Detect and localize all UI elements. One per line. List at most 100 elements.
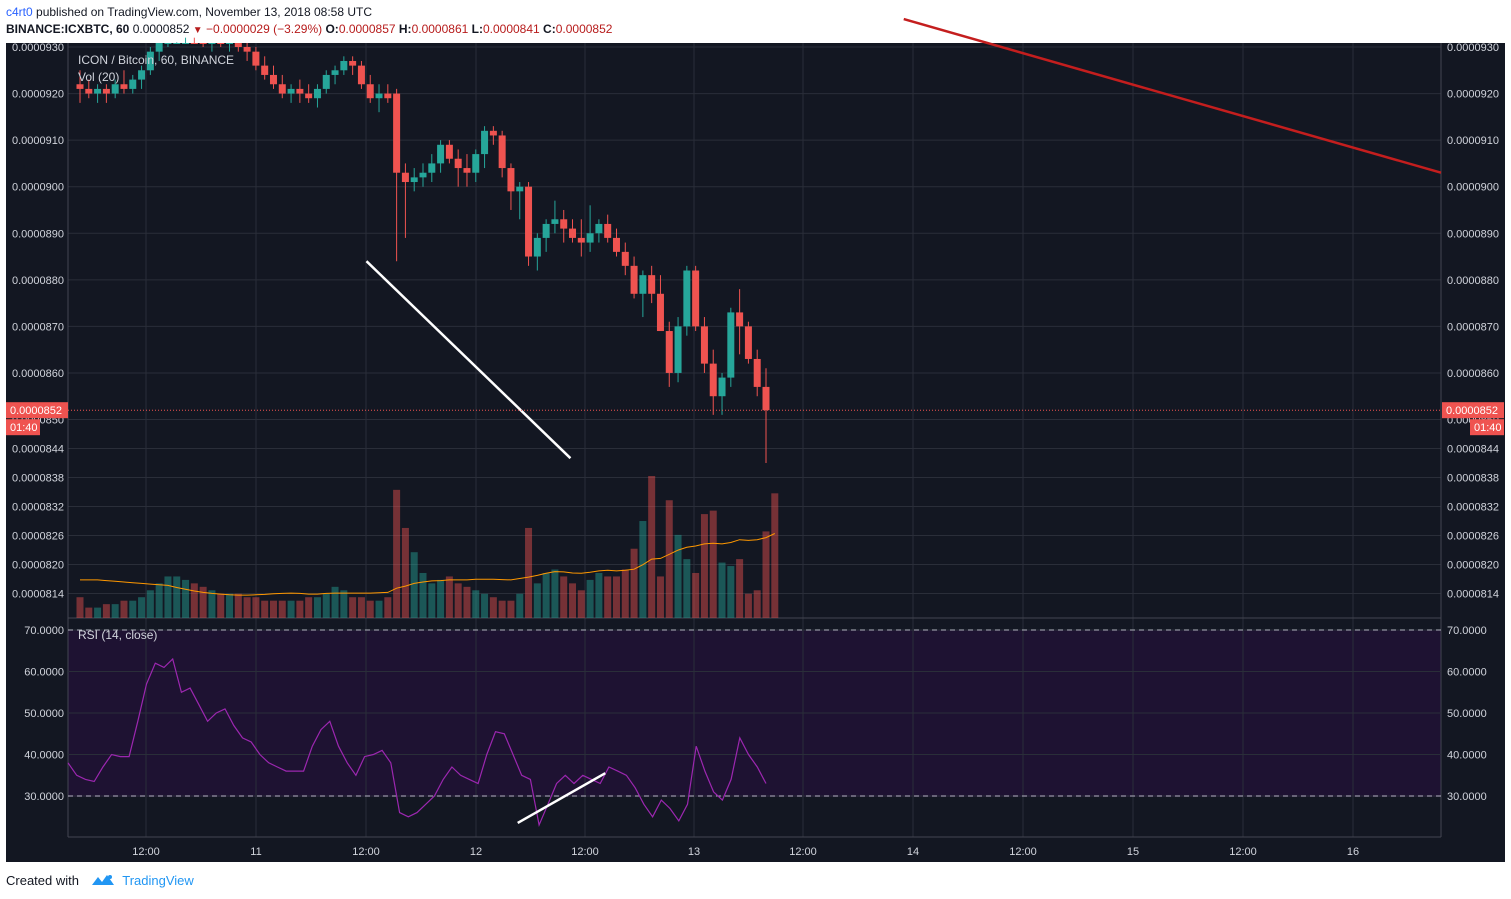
volume-bar (454, 583, 462, 618)
candle-body (410, 177, 418, 183)
volume-bar (542, 572, 550, 618)
volume-bar (182, 579, 190, 618)
candle-body (313, 88, 321, 99)
volume-bar (507, 600, 515, 618)
candle-body (111, 84, 119, 94)
candle-body (718, 377, 726, 397)
close-value: 0.0000852 (555, 22, 613, 36)
volume-bar (604, 576, 612, 618)
candle-body (630, 265, 638, 294)
volume-bar (744, 593, 752, 618)
volume-bar (287, 600, 295, 618)
volume-bar (428, 583, 436, 618)
y-tick-label-right: 0.0000860 (1447, 368, 1499, 380)
candle-body (525, 186, 533, 257)
candle-body (375, 93, 383, 99)
x-tick-label: 13 (688, 846, 700, 858)
y-tick-label-left: 0.0000920 (12, 89, 64, 101)
candle-body (727, 312, 735, 378)
candle-body (182, 43, 190, 44)
volume-bar (393, 489, 401, 618)
volume-bar (525, 527, 533, 618)
volume-bar (700, 514, 708, 618)
candle-body (331, 70, 339, 75)
volume-bar (472, 590, 480, 618)
y-tick-label-left: 0.0000890 (12, 228, 64, 240)
y-tick-label-right: 0.0000826 (1447, 531, 1499, 543)
candle-body (736, 312, 744, 327)
x-tick-label: 11 (250, 846, 261, 858)
rsi-y-tick-left: 50.0000 (24, 708, 64, 720)
volume-bar (226, 593, 234, 618)
candle-body (753, 358, 761, 387)
volume-bar (340, 590, 348, 618)
created-with-text: Created with (6, 873, 79, 888)
volume-bar (560, 576, 568, 618)
series-legend: ICON / Bitcoin, 60, BINANCE (78, 53, 235, 67)
price-tag-right-box (1442, 402, 1504, 419)
y-tick-label-left: 0.0000838 (12, 473, 64, 485)
candle-body (604, 223, 612, 238)
trendline-red (903, 17, 1442, 174)
volume-bar (481, 593, 489, 618)
volume-bar (489, 597, 497, 618)
volume-bar (569, 583, 577, 618)
candle-body (278, 84, 286, 94)
volume-bar (85, 607, 93, 618)
candle-body (393, 93, 401, 173)
trendline-white-rsi (517, 772, 606, 825)
volume-bar (516, 593, 524, 618)
volume-bar (656, 576, 664, 618)
candle-body (437, 144, 445, 164)
footer: Created with TradingView (6, 873, 194, 890)
y-tick-label-right: 0.0000820 (1447, 560, 1499, 572)
volume-bar (375, 600, 383, 618)
y-tick-label-right: 0.0000844 (1447, 444, 1499, 456)
volume-bar (665, 500, 673, 618)
candle-body (498, 135, 506, 169)
y-tick-label-right: 0.0000900 (1447, 182, 1499, 194)
y-tick-label-left: 0.0000826 (12, 531, 64, 543)
candle-body (146, 51, 154, 71)
x-tick-label: 15 (1127, 846, 1139, 858)
candle-body (533, 237, 541, 257)
candle-body (252, 51, 260, 66)
candle-body (384, 93, 392, 99)
candle-body (269, 74, 277, 85)
candle-body (463, 168, 471, 173)
volume-bar (313, 597, 321, 618)
volume-bar (586, 579, 594, 618)
volume-bar (331, 586, 339, 618)
candle-body (102, 88, 110, 94)
close-label: C: (543, 22, 556, 36)
volume-bar (630, 548, 638, 618)
price-tag-left-value: 0.0000852 (10, 405, 62, 417)
volume-bar (322, 593, 330, 618)
open-label: O: (325, 22, 339, 36)
volume-bar (419, 572, 427, 618)
price-tag-right-timer-box (1470, 419, 1504, 436)
candle-body (357, 65, 365, 85)
x-tick-label: 12 (470, 846, 482, 858)
rsi-legend: RSI (14, close) (78, 628, 158, 642)
price-change: −0.0000029 (−3.29%) (206, 22, 323, 36)
x-tick-label: 12:00 (1229, 846, 1257, 858)
candle-body (296, 88, 304, 94)
author-link[interactable]: c4rt0 (6, 5, 33, 19)
candle-body (692, 270, 700, 327)
volume-bar (243, 597, 251, 618)
volume-bar (683, 559, 691, 618)
candle-body (243, 47, 251, 52)
candle-body (428, 163, 436, 173)
price-tag-right-value: 0.0000852 (1446, 405, 1498, 417)
tradingview-link[interactable]: TradingView (122, 873, 194, 888)
volume-bar (445, 576, 453, 618)
volume-bar (199, 586, 207, 618)
candle-body (120, 84, 128, 89)
candle-body (234, 43, 242, 47)
volume-bar (551, 569, 559, 618)
candle-body (481, 130, 489, 155)
volume-bar (533, 583, 541, 618)
rsi-y-tick-right: 40.0000 (1447, 750, 1487, 762)
